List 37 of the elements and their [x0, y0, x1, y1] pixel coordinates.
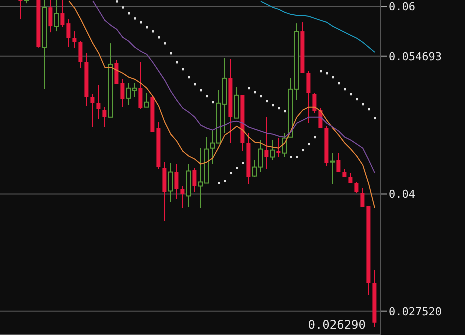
candlestick — [90, 94, 95, 128]
candlestick — [96, 84, 101, 120]
y-tick-label: 0.054693 — [389, 50, 442, 64]
candlestick — [354, 182, 359, 194]
candlestick — [180, 186, 185, 209]
candlestick — [138, 62, 143, 110]
y-tick-label: 0.06 — [389, 0, 416, 14]
line-series — [260, 1, 376, 53]
candlestick — [78, 40, 83, 69]
annotation: 0.026290 — [305, 316, 369, 334]
candlestick — [306, 70, 311, 124]
candlestick — [276, 138, 281, 158]
candlestick — [18, 0, 23, 20]
candlestick — [312, 92, 317, 114]
candlestick — [336, 152, 341, 173]
candlestick — [60, 0, 65, 28]
candlestick — [72, 31, 77, 50]
candlestick — [234, 86, 240, 119]
candlestick — [66, 19, 71, 48]
line-series — [92, 0, 376, 174]
candlestick — [270, 140, 276, 161]
candlestick — [144, 92, 150, 108]
candlestick — [168, 162, 174, 203]
line-series — [68, 0, 376, 209]
candlestick — [264, 116, 269, 170]
candlestick — [48, 0, 53, 34]
candlestick — [114, 60, 119, 85]
y-tick-label: 0.04 — [389, 188, 416, 202]
candlestick — [330, 152, 336, 185]
candlestick — [174, 164, 179, 200]
y-tick-label: 0.027520 — [389, 305, 442, 318]
candlestick — [192, 168, 197, 193]
candlestick — [360, 188, 365, 208]
candlestick — [102, 106, 107, 128]
candlestick — [348, 172, 353, 184]
candlestick — [282, 132, 288, 158]
candlestick — [120, 78, 125, 108]
